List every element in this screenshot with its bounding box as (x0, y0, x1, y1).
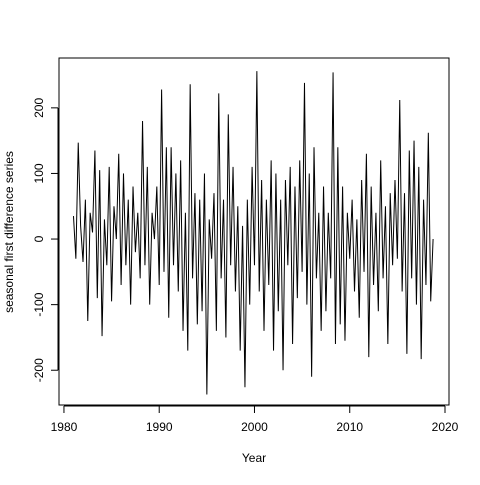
y-tick-label: -200 (32, 358, 46, 382)
y-tick-label: 0 (32, 235, 46, 242)
x-tick-label: 1980 (51, 420, 78, 434)
y-tick-label: -100 (32, 292, 46, 316)
x-tick-label: 2000 (241, 420, 268, 434)
x-tick-label: 1990 (146, 420, 173, 434)
series-line (72, 71, 434, 395)
y-tick-label: 200 (32, 98, 46, 118)
x-tick-label: 2020 (432, 420, 459, 434)
x-axis-label: Year (242, 451, 266, 465)
plot-box (58, 57, 450, 406)
y-tick-label: 100 (32, 163, 46, 183)
y-axis-label: seasonal first difference series (2, 151, 16, 313)
x-tick-label: 2010 (336, 420, 363, 434)
